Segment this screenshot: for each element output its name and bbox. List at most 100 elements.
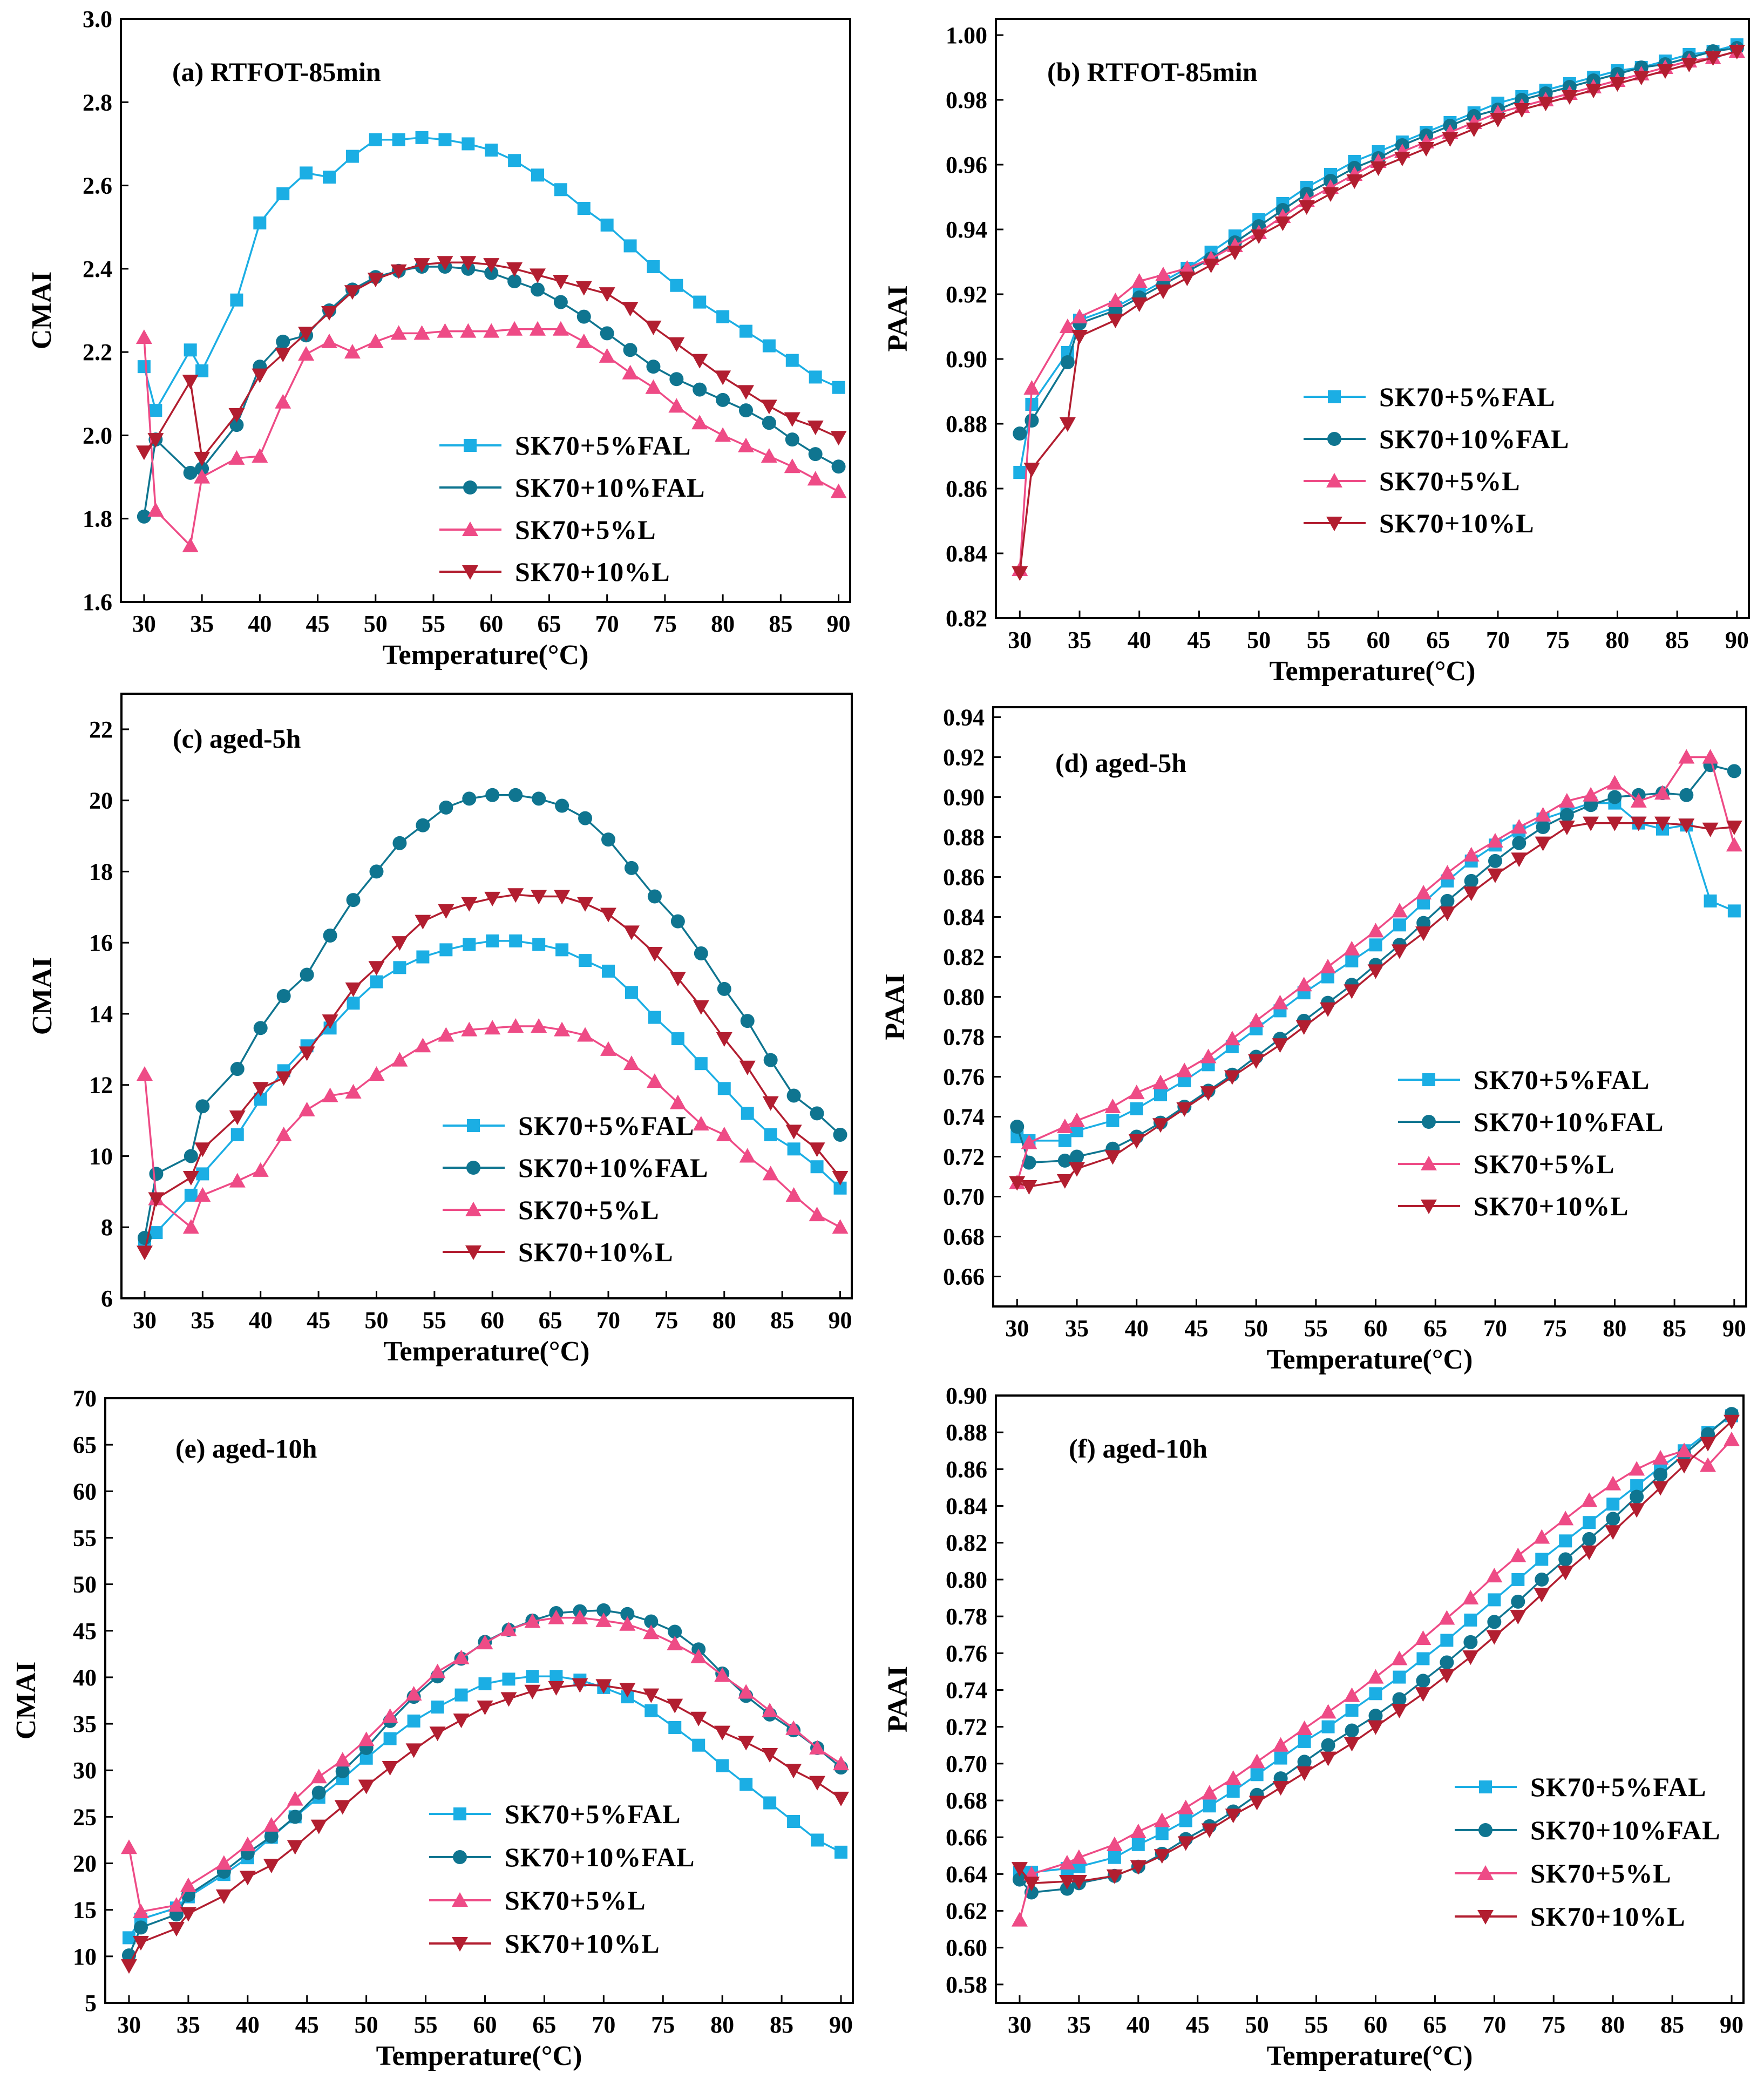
data-point xyxy=(741,1107,754,1120)
chart-panel-a: 30 35 40 45 50 55 60 65 70 75 80 85 90 1.6 1.8 2.0 2.2 2.… xyxy=(26,6,851,670)
data-point xyxy=(484,266,499,280)
data-point xyxy=(485,788,500,802)
data-point xyxy=(416,818,430,832)
y-tick-label: 1.8 xyxy=(83,506,112,532)
x-tick-label: 60 xyxy=(479,611,503,637)
data-point xyxy=(693,382,707,397)
data-point xyxy=(1652,1450,1669,1465)
data-point xyxy=(831,459,846,474)
data-point xyxy=(809,1142,825,1157)
y-tick-label: 22 xyxy=(89,716,113,743)
data-point xyxy=(739,1060,756,1075)
data-point xyxy=(1534,1588,1550,1603)
x-tick-label: 40 xyxy=(1127,2011,1150,2038)
legend-marker xyxy=(465,1245,481,1260)
data-point xyxy=(807,421,824,435)
legend-label: SK70+5%FAL xyxy=(1530,1772,1706,1802)
data-point xyxy=(184,1188,198,1202)
data-point xyxy=(1487,1615,1502,1629)
data-point xyxy=(1514,103,1530,118)
x-tick-label: 75 xyxy=(1546,627,1570,653)
legend: SK70+5%FAL SK70+10%FAL SK70+5%L SK70+10%L xyxy=(439,430,704,587)
data-point xyxy=(1511,1594,1525,1609)
data-point xyxy=(1439,906,1456,922)
data-point xyxy=(1130,1823,1146,1838)
data-point xyxy=(1298,1735,1311,1748)
data-point xyxy=(310,1819,327,1834)
data-point xyxy=(344,344,361,359)
data-point xyxy=(239,1837,256,1852)
legend-label: SK70+5%L xyxy=(515,514,656,545)
y-axis-title: CMAI xyxy=(11,1662,42,1739)
y-tick-label: 0.88 xyxy=(943,824,985,851)
data-point xyxy=(762,1166,779,1181)
data-point xyxy=(1021,1180,1037,1195)
x-tick-label: 30 xyxy=(1008,627,1032,653)
data-point xyxy=(1488,854,1502,868)
data-point xyxy=(809,1776,826,1791)
series-line xyxy=(1019,1420,1733,1885)
data-point xyxy=(1010,1120,1025,1134)
data-point xyxy=(1346,174,1363,189)
data-point xyxy=(1535,1572,1549,1587)
data-point xyxy=(1225,1809,1241,1824)
x-tick-label: 90 xyxy=(1720,2011,1743,2038)
data-point xyxy=(322,1087,338,1102)
data-point xyxy=(531,1018,547,1033)
data-point xyxy=(1463,846,1480,862)
y-tick-label: 60 xyxy=(73,1478,97,1505)
data-point xyxy=(1177,1836,1194,1851)
legend-marker xyxy=(1478,1823,1492,1837)
y-tick-label: 0.90 xyxy=(946,1383,987,1409)
legend-label: SK70+5%FAL xyxy=(505,1799,681,1829)
plot-frame xyxy=(995,1394,1745,2004)
data-point xyxy=(600,326,614,341)
data-point xyxy=(439,800,453,815)
y-tick-label: 0.66 xyxy=(946,1824,987,1851)
chart-panel-d: 30 35 40 45 50 55 60 65 70 75 80 85 90 0.66 0.68 0.70 0.… xyxy=(880,705,1747,1375)
y-tick-label: 0.66 xyxy=(943,1264,985,1290)
data-point xyxy=(431,1701,444,1714)
x-tick-label: 65 xyxy=(537,611,561,637)
data-point xyxy=(1486,1630,1503,1645)
data-point xyxy=(623,925,640,940)
x-axis-title: Temperature(°C) xyxy=(384,1336,590,1367)
y-tick-label: 1.6 xyxy=(83,589,112,615)
x-tick-label: 65 xyxy=(1426,627,1450,653)
data-point xyxy=(323,929,337,943)
data-point xyxy=(1224,1070,1240,1085)
data-point xyxy=(1201,1823,1218,1838)
data-point xyxy=(833,1756,850,1771)
data-point xyxy=(478,1677,492,1690)
x-tick-label: 90 xyxy=(1725,627,1749,653)
data-point xyxy=(1462,1650,1479,1665)
x-tick-label: 60 xyxy=(473,2011,497,2038)
data-point xyxy=(437,323,453,338)
data-point xyxy=(1179,1814,1192,1827)
data-point xyxy=(196,1167,209,1181)
data-point xyxy=(1011,1912,1028,1927)
data-point xyxy=(830,483,847,498)
data-point xyxy=(300,166,313,180)
y-tick-label: 25 xyxy=(73,1804,97,1830)
data-point xyxy=(391,936,408,951)
x-tick-label: 70 xyxy=(1483,1315,1507,1342)
data-point xyxy=(808,447,823,462)
data-point xyxy=(1606,1498,1620,1511)
data-point xyxy=(600,907,616,923)
y-tick-label: 8 xyxy=(101,1214,113,1241)
data-point xyxy=(508,154,521,167)
data-point xyxy=(300,967,314,982)
data-point xyxy=(671,1032,684,1046)
data-point xyxy=(311,1785,326,1800)
data-point xyxy=(554,890,571,905)
data-point xyxy=(1724,1414,1740,1430)
y-tick-label: 0.58 xyxy=(946,1972,987,1998)
data-point xyxy=(358,1731,375,1746)
data-point xyxy=(367,273,384,288)
data-point xyxy=(1131,297,1148,312)
y-tick-label: 0.80 xyxy=(943,984,985,1011)
y-axis-title: PAAI xyxy=(883,285,913,351)
data-point xyxy=(1535,807,1551,822)
legend-marker xyxy=(1327,432,1341,446)
